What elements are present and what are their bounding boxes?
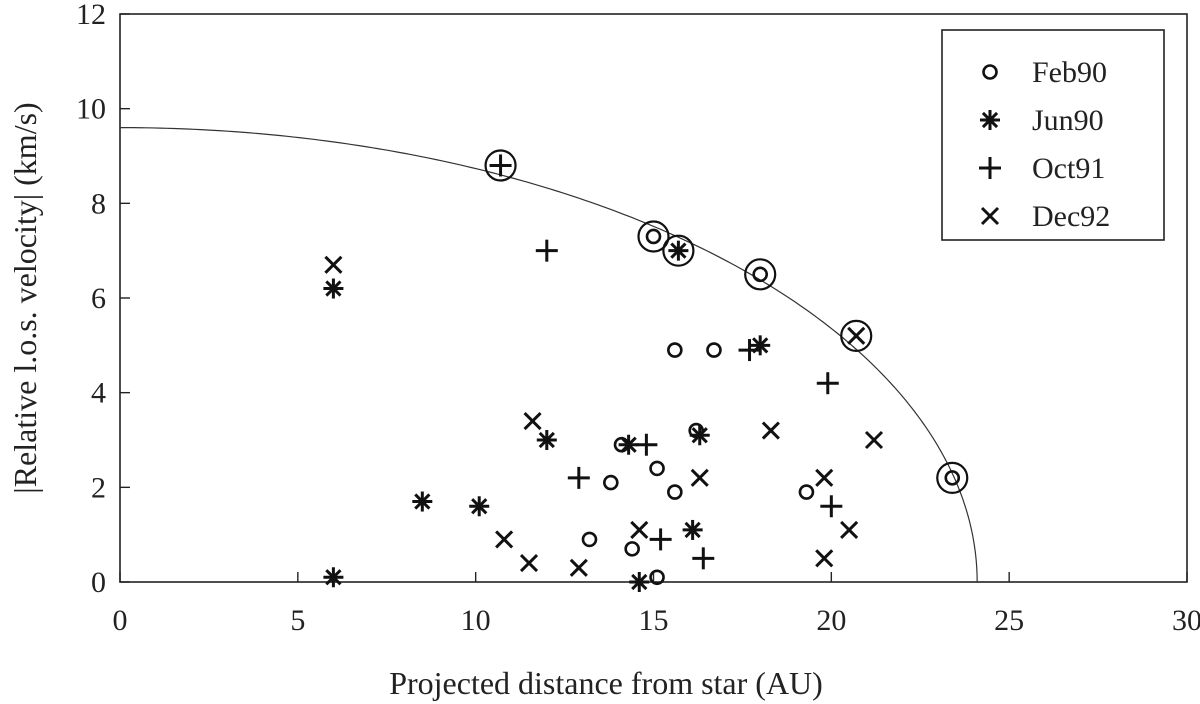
data-point-feb90 [645,228,662,245]
y-tick-label: 2 [91,471,106,504]
data-point-jun90 [750,335,771,356]
data-point-dec92 [630,520,649,539]
highlight-ring [662,234,695,267]
data-point-feb90 [667,484,683,500]
data-point-feb90 [581,531,598,548]
data-point-feb90 [603,474,619,491]
data-point-feb90 [798,484,815,500]
x-tick-label: 10 [461,604,491,637]
data-point-jun90 [469,496,490,517]
highlight-rings-layer [484,149,969,494]
legend-items: Feb90 Jun90 Oct91 Dec92 [979,56,1110,233]
highlight-ring [936,461,969,494]
data-point-feb90 [624,541,640,557]
data-point-jun90 [412,491,433,512]
y-tick-label: 10 [76,93,106,126]
data-point-feb90 [667,342,683,358]
data-point-jun90 [668,240,689,261]
data-point-dec92 [815,468,834,487]
data-point-dec92 [519,554,539,573]
data-point-dec92 [815,549,834,568]
data-point-feb90 [649,460,665,477]
data-point-dec92 [840,520,859,539]
data-point-oct91 [820,495,843,518]
data-point-feb90 [752,266,769,283]
y-axis-title: |Relative l.o.s. velocity| (km/s) [7,102,43,493]
data-point-dec92 [324,255,343,274]
data-point-oct91 [816,372,839,395]
data-point-jun90 [323,567,344,588]
data-point-oct91 [692,547,715,570]
highlight-ring [840,319,873,352]
x-tick-label: 30 [1172,604,1200,637]
data-point-jun90 [618,434,639,455]
legend-marker-dec92 [980,206,1000,226]
highlight-ring [637,220,670,253]
legend-marker-oct91 [979,157,1001,179]
y-tick-label: 6 [91,282,106,315]
legend-box [941,29,1165,241]
x-tick-label: 15 [639,604,669,637]
highlight-ring [484,149,517,182]
highlight-ring [744,258,777,291]
envelope-curve-layer [119,126,978,583]
data-point-jun90 [536,430,557,450]
legend-item-feb90: Feb90 [982,56,1107,89]
data-point-dec92 [761,421,780,440]
envelope-curve [119,126,978,583]
x-tick-label: 5 [290,604,305,637]
data-point-dec92 [690,468,709,487]
x-tick-label: 0 [113,604,128,637]
y-tick-label: 4 [91,377,106,410]
x-tick-label: 25 [994,604,1024,637]
data-point-feb90 [706,342,722,358]
data-point-oct91 [738,339,761,362]
data-point-dec92 [495,530,514,549]
data-points-layer [323,154,961,592]
axis-ticks-layer: 0 5 10 15 20 25 30 0 2 4 6 8 10 12 [76,0,1200,637]
y-tick-label: 0 [91,566,106,599]
y-tick-label: 8 [91,187,106,220]
data-point-jun90 [682,519,703,540]
data-point-feb90 [649,569,665,586]
data-point-dec92 [523,412,542,431]
y-tick-label: 12 [76,0,106,31]
data-point-dec92 [569,558,588,577]
data-point-oct91 [489,154,512,177]
legend-label-jun90: Jun90 [1032,104,1104,137]
x-axis-title: Projected distance from star (AU) [389,665,823,701]
data-point-dec92 [847,326,866,345]
legend-item-jun90: Jun90 [980,104,1104,137]
data-point-oct91 [635,433,658,456]
legend-label-feb90: Feb90 [1032,56,1107,89]
data-point-oct91 [567,466,590,489]
data-point-oct91 [535,239,558,262]
legend-item-dec92: Dec92 [980,200,1110,233]
legend-marker-feb90 [982,64,998,80]
data-point-jun90 [689,425,710,446]
x-tick-label: 20 [816,604,846,637]
data-point-jun90 [629,572,650,592]
legend-label-oct91: Oct91 [1032,152,1105,185]
legend: Feb90 Jun90 Oct91 Dec92 [941,29,1165,241]
data-point-jun90 [323,278,344,299]
data-point-feb90 [944,470,961,486]
legend-label-dec92: Dec92 [1032,200,1110,233]
data-point-oct91 [649,528,672,551]
data-point-dec92 [864,430,884,450]
legend-marker-jun90 [980,110,1000,130]
legend-item-oct91: Oct91 [979,152,1105,185]
